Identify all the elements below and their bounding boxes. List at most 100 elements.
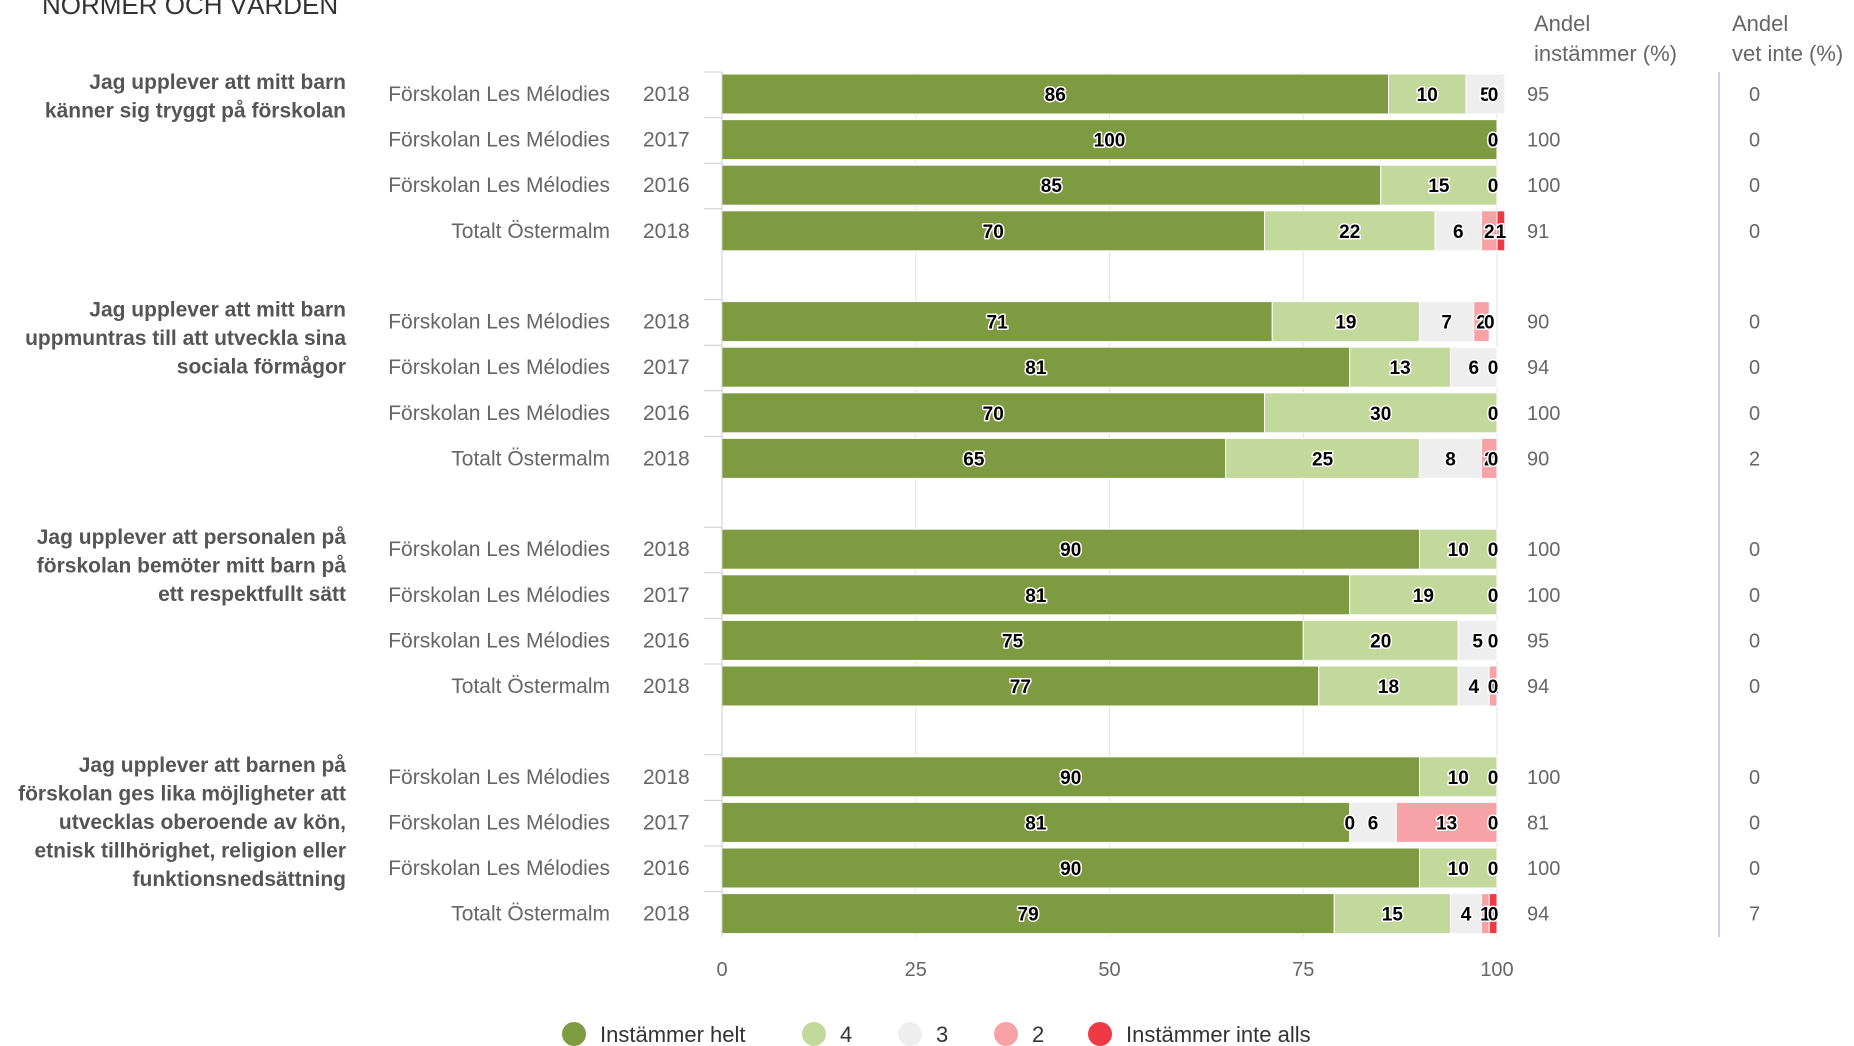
- data-label: 13: [1436, 813, 1457, 834]
- row-label: Förskolan Les Mélodies: [388, 629, 610, 652]
- data-label: 65: [963, 449, 985, 470]
- row-label: Totalt Östermalm: [451, 675, 610, 698]
- row-year: 2017: [643, 811, 690, 834]
- data-label: 100: [1094, 131, 1126, 152]
- dontknow-value: 0: [1749, 130, 1760, 152]
- data-label: 81: [1025, 358, 1047, 379]
- data-label: 1: [1480, 905, 1491, 926]
- agree-value: 81: [1527, 812, 1549, 834]
- data-label: 0: [1484, 313, 1495, 334]
- agree-value: 100: [1527, 403, 1560, 425]
- row-label: Totalt Östermalm: [451, 447, 610, 470]
- legend-item[interactable]: Instämmer inte alls: [1088, 1022, 1311, 1046]
- bar-segment: [1264, 210, 1436, 252]
- data-label: 75: [1002, 631, 1024, 652]
- data-label: 4: [1461, 905, 1472, 926]
- legend-item[interactable]: 2: [994, 1022, 1044, 1046]
- question-label: känner sig tryggt på förskolan: [45, 100, 346, 123]
- data-label: 0: [1488, 540, 1499, 561]
- data-label: 0: [1488, 449, 1499, 470]
- data-label: 7: [1441, 313, 1452, 334]
- data-label: 13: [1390, 358, 1411, 379]
- question-label: Jag upplever att barnen på: [79, 754, 347, 777]
- row-year: 2016: [643, 857, 690, 880]
- legend-item[interactable]: Instämmer helt: [562, 1022, 746, 1046]
- legend-item[interactable]: 4: [802, 1022, 852, 1046]
- data-label: 22: [1339, 222, 1360, 243]
- bar-segment: [1496, 210, 1506, 252]
- x-tick-label: 100: [1480, 959, 1513, 981]
- row-year: 2018: [643, 675, 690, 698]
- data-label: 2: [1476, 313, 1487, 334]
- agree-value: 100: [1527, 858, 1560, 880]
- bar-segment: [1225, 437, 1420, 479]
- row-year: 2018: [643, 83, 690, 106]
- agree-column-header: Andel: [1534, 11, 1590, 36]
- question-label: Jag upplever att mitt barn: [89, 299, 346, 322]
- bar-segment: [1318, 665, 1459, 707]
- dontknow-value: 0: [1749, 676, 1760, 698]
- data-label: 0: [1488, 85, 1499, 106]
- data-label: 0: [1488, 905, 1499, 926]
- dontknow-value: 0: [1749, 767, 1760, 789]
- legend-label: Instämmer inte alls: [1126, 1022, 1311, 1046]
- dontknow-column-header: Andel: [1732, 11, 1788, 36]
- data-label: 0: [1488, 677, 1499, 698]
- agree-column-header: instämmer (%): [1534, 41, 1677, 66]
- question-label: ett respektfullt sätt: [158, 583, 346, 606]
- row-label: Förskolan Les Mélodies: [388, 311, 610, 334]
- chart-title: NORMER OCH VÄRDEN: [42, 0, 339, 20]
- agree-value: 94: [1527, 357, 1549, 379]
- legend[interactable]: Instämmer helt 4 3 2 Instämmer inte alls: [562, 1022, 1311, 1046]
- data-label: 79: [1018, 905, 1039, 926]
- row-label: Totalt Östermalm: [451, 220, 610, 243]
- bar-segment: [1419, 756, 1498, 798]
- bar-segment: [1349, 346, 1451, 388]
- bar-segment: [1419, 528, 1498, 570]
- legend-label: 4: [840, 1022, 852, 1046]
- dontknow-value: 0: [1749, 630, 1760, 652]
- legend-marker: [802, 1022, 826, 1046]
- data-label: 0: [1344, 813, 1355, 834]
- data-label: 85: [1041, 176, 1063, 197]
- bar-segment: [721, 619, 1304, 661]
- data-label: 6: [1468, 358, 1479, 379]
- bar-segment: [1488, 893, 1498, 935]
- row-year: 2016: [643, 629, 690, 652]
- data-label: 2: [1484, 449, 1495, 470]
- data-label: 10: [1448, 540, 1469, 561]
- agree-value: 90: [1527, 312, 1549, 334]
- bar-segment: [1473, 301, 1490, 343]
- row-year: 2017: [643, 356, 690, 379]
- data-label: 19: [1413, 586, 1434, 607]
- bar-segment: [1302, 619, 1459, 661]
- legend-item[interactable]: 3: [898, 1022, 948, 1046]
- dontknow-column-header: vet inte (%): [1732, 41, 1843, 66]
- dontknow-value: 0: [1749, 585, 1760, 607]
- dontknow-value: 0: [1749, 357, 1760, 379]
- agree-value: 100: [1527, 585, 1560, 607]
- bar-segment: [1488, 665, 1498, 707]
- row-label: Förskolan Les Mélodies: [388, 538, 610, 561]
- bar-segment: [1380, 164, 1498, 206]
- data-label: 20: [1370, 631, 1391, 652]
- data-label: 8: [1445, 449, 1456, 470]
- dontknow-value: 0: [1749, 403, 1760, 425]
- question-label: funktionsnedsättning: [133, 868, 347, 891]
- bar-segment: [721, 392, 1265, 434]
- data-label: 6: [1453, 222, 1464, 243]
- data-label: 71: [987, 313, 1009, 334]
- legend-marker: [562, 1022, 586, 1046]
- dontknow-value: 0: [1749, 221, 1760, 243]
- row-label: Förskolan Les Mélodies: [388, 83, 610, 106]
- question-label: uppmuntras till att utveckla sina: [25, 327, 346, 350]
- row-year: 2016: [643, 174, 690, 197]
- row-label: Förskolan Les Mélodies: [388, 811, 610, 834]
- data-label: 10: [1448, 768, 1469, 789]
- legend-label: 2: [1032, 1022, 1044, 1046]
- dontknow-value: 0: [1749, 539, 1760, 561]
- data-label: 90: [1060, 768, 1081, 789]
- row-label: Förskolan Les Mélodies: [388, 174, 610, 197]
